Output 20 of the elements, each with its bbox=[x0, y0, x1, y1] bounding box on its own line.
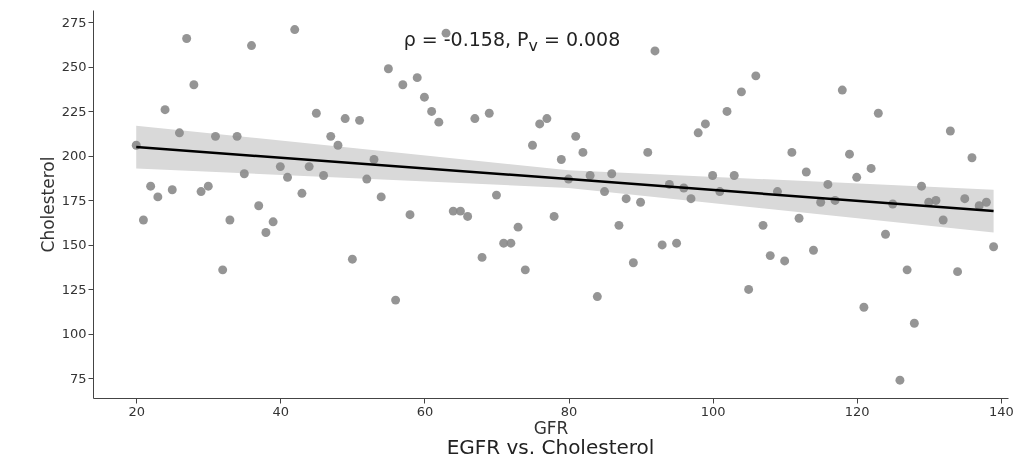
x-tick-label: 20 bbox=[128, 403, 145, 419]
y-tick-label: 225 bbox=[61, 103, 87, 119]
x-tick-label: 140 bbox=[988, 403, 1014, 419]
annotation: ρ = -0.158, P$_{v}$ = 0.008 bbox=[402, 28, 622, 55]
y-tick-label: 125 bbox=[61, 281, 87, 297]
x-tick-label: 40 bbox=[272, 403, 290, 419]
x-tick-label: 60 bbox=[416, 403, 434, 419]
x-tick-label: 100 bbox=[700, 403, 726, 419]
y-tick-label: 75 bbox=[69, 370, 87, 386]
x-axis-title: GFR bbox=[533, 417, 569, 438]
y-tick-label: 200 bbox=[61, 148, 87, 164]
y-tick-label: 150 bbox=[61, 237, 87, 253]
y-tick-label: 250 bbox=[61, 59, 87, 75]
y-axis-title: Cholesterol bbox=[37, 156, 58, 253]
y-tick-label: 100 bbox=[61, 326, 87, 342]
x-tick-label: 120 bbox=[844, 403, 870, 419]
x-tick-label: 80 bbox=[560, 403, 578, 419]
y-tick-label: 175 bbox=[61, 192, 87, 208]
y-tick-label: 275 bbox=[61, 14, 87, 30]
text: EGFR vs. Cholesterol bbox=[446, 435, 655, 459]
